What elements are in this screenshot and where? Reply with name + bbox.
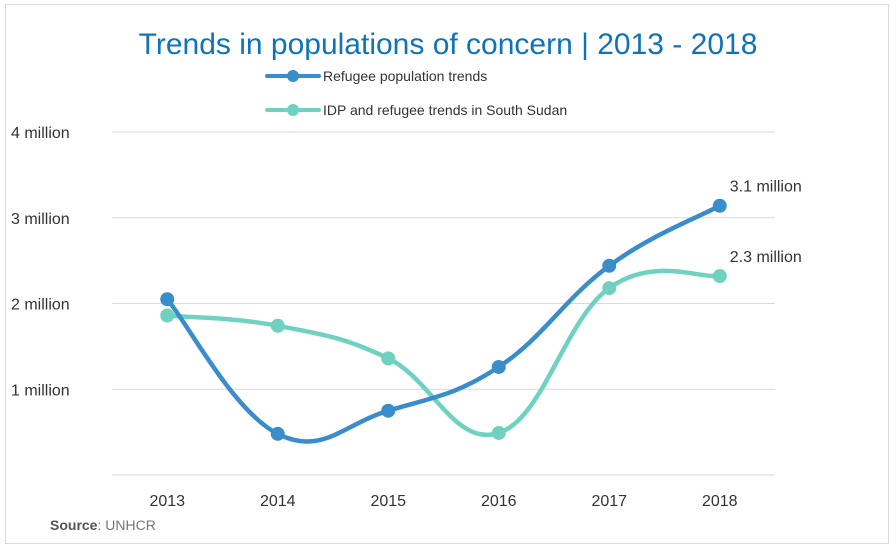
- y-tick-label: 3 million: [11, 211, 70, 228]
- data-point-series-1: [160, 308, 175, 323]
- legend-item-idp: IDP and refugee trends in South Sudan: [265, 100, 567, 120]
- x-tick-label: 2017: [591, 493, 627, 510]
- data-point-series-0: [491, 359, 506, 374]
- data-point-series-0: [712, 198, 727, 213]
- series-line-0: [165, 203, 722, 444]
- data-point-series-1: [602, 281, 617, 296]
- source-note: Source: UNHCR: [50, 517, 156, 533]
- y-tick-label: 2 million: [11, 297, 70, 314]
- legend-label-refugee: Refugee population trends: [323, 68, 488, 84]
- x-tick-label: 2016: [481, 493, 517, 510]
- source-label: Source: [50, 517, 98, 533]
- data-point-series-0: [602, 258, 617, 273]
- data-point-series-1: [491, 425, 506, 440]
- data-label-series-0: 3.1 million: [730, 179, 802, 196]
- legend-item-refugee: Refugee population trends: [265, 66, 487, 86]
- source-value: UNHCR: [105, 517, 156, 533]
- data-point-series-1: [381, 351, 396, 366]
- x-tick-label: 2014: [260, 493, 296, 510]
- legend-swatch-idp: [265, 100, 321, 120]
- y-tick-label: 1 million: [11, 382, 70, 399]
- legend-marker-idp: [287, 104, 299, 116]
- data-point-series-1: [270, 318, 285, 333]
- y-tick-label: 4 million: [11, 125, 70, 142]
- data-point-series-0: [381, 403, 396, 418]
- legend-label-idp: IDP and refugee trends in South Sudan: [323, 102, 568, 118]
- data-label-series-1: 2.3 million: [730, 249, 802, 266]
- data-point-series-1: [712, 269, 727, 284]
- chart-title: Trends in populations of concern | 2013 …: [138, 28, 758, 61]
- x-tick-label: 2013: [149, 493, 185, 510]
- x-tick-label: 2018: [702, 493, 738, 510]
- chart-frame: [5, 4, 889, 544]
- data-point-series-0: [160, 292, 175, 307]
- x-tick-label: 2015: [370, 493, 406, 510]
- legend-marker-refugee: [287, 70, 299, 82]
- data-point-series-0: [270, 426, 285, 441]
- source-separator: :: [97, 517, 106, 533]
- legend-swatch-refugee: [265, 66, 321, 86]
